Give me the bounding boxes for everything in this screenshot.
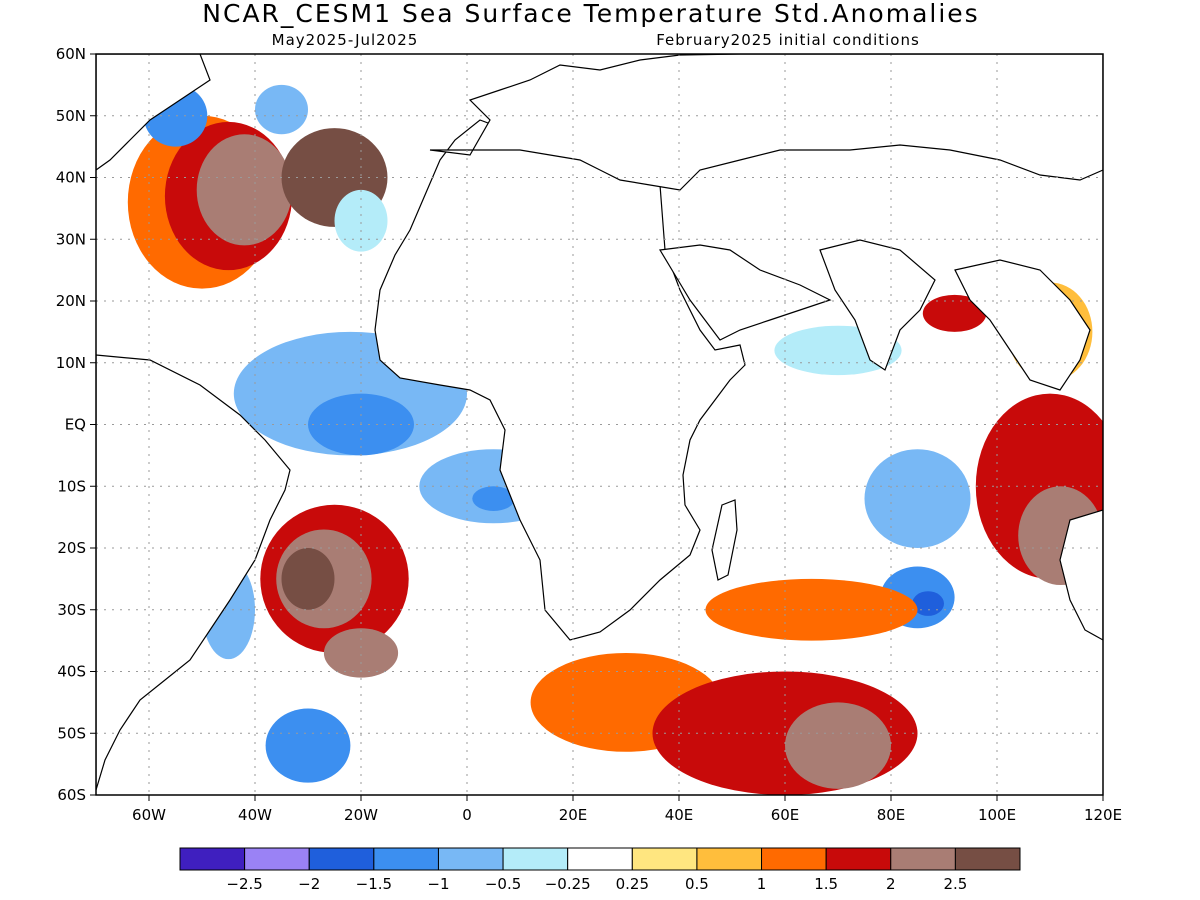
- lon-tick-label: 20W: [344, 806, 378, 824]
- colorbar-label: 1.5: [814, 875, 838, 893]
- southeast-asia-landmass: [954, 259, 1091, 391]
- colorbar-swatch: [696, 847, 763, 871]
- anomaly-patch: [864, 449, 971, 548]
- lat-tick-label: 40S: [57, 663, 86, 681]
- colorbar-label: −0.5: [485, 875, 521, 893]
- anomaly-patch: [705, 578, 918, 641]
- anomaly-patch: [255, 84, 308, 135]
- colorbar-label: −1: [427, 875, 449, 893]
- lon-tick-label: 120E: [1084, 806, 1122, 824]
- initial-conditions: February2025 initial conditions: [656, 31, 920, 49]
- colorbar-swatch: [502, 847, 569, 871]
- lat-tick-label: 20N: [56, 292, 86, 310]
- anomaly-patch: [334, 189, 388, 252]
- lat-tick-label: 10N: [56, 354, 86, 372]
- australia-landmass: [1059, 509, 1103, 641]
- forecast-period: May2025-Jul2025: [272, 31, 419, 49]
- lat-tick-label: 40N: [56, 169, 86, 187]
- colorbar-swatch: [954, 847, 1021, 871]
- map-title: NCAR_CESM1 Sea Surface Temperature Std.A…: [202, 0, 979, 28]
- anomaly-patch: [323, 628, 399, 678]
- africa-landmass: [374, 119, 746, 641]
- colorbar-swatch: [761, 847, 827, 871]
- colorbar-label: 0.25: [616, 875, 649, 893]
- colorbar-swatch: [631, 847, 698, 871]
- lat-tick-label: 60S: [57, 786, 86, 804]
- lon-tick-label: 100E: [978, 806, 1016, 824]
- latitude-labels: 60N 50N 40N 30N 20N 10N EQ 10S 20S 30S 40S 50S 60S: [56, 45, 96, 804]
- lon-tick-label: 20E: [559, 806, 588, 824]
- colorbar-swatch: [244, 847, 310, 871]
- colorbar-label: −0.25: [545, 875, 591, 893]
- lat-tick-label: 20S: [57, 539, 86, 557]
- lat-tick-label: 30S: [57, 601, 86, 619]
- colorbar-swatch: [179, 847, 246, 871]
- colorbar-boxes: [179, 847, 1021, 871]
- map-plot-area: [95, 53, 1104, 796]
- colorbar-label: 1: [757, 875, 767, 893]
- colorbar-swatch: [308, 847, 375, 871]
- anomaly-patch: [196, 134, 293, 246]
- colorbar-labels: −2.5 −2 −1.5 −1 −0.5 −0.25 0.25 0.5 1 1.5 2 2.5: [226, 875, 967, 893]
- lon-tick-label: 40W: [238, 806, 272, 824]
- colorbar-swatch: [825, 847, 892, 871]
- anomaly-patch: [265, 708, 351, 783]
- lat-tick-label: 50N: [56, 107, 86, 125]
- longitude-labels: 60W 40W 20W 0 20E 40E 60E 80E 100E 120E: [132, 795, 1122, 824]
- europe-landmass: [429, 54, 1103, 191]
- colorbar-label: −2: [298, 875, 320, 893]
- colorbar-label: 2: [886, 875, 896, 893]
- anomaly-patch: [922, 294, 987, 332]
- madagascar: [711, 499, 738, 581]
- lon-tick-label: 60W: [132, 806, 166, 824]
- anomaly-field: [127, 84, 1103, 795]
- lat-tick-label: 10S: [57, 477, 86, 495]
- india-landmass: [819, 239, 936, 371]
- arabia-landmass: [659, 244, 832, 341]
- lon-tick-label: 0: [462, 806, 472, 824]
- lat-tick-label: 30N: [56, 230, 86, 248]
- anomaly-patch: [472, 486, 515, 511]
- colorbar-swatch: [373, 847, 439, 871]
- colorbar-swatch: [567, 847, 633, 871]
- colorbar-swatch: [890, 847, 956, 871]
- colorbar-label: −1.5: [356, 875, 392, 893]
- land-masses: [96, 54, 1103, 791]
- colorbar-swatch: [437, 847, 504, 871]
- lon-tick-label: 80E: [877, 806, 906, 824]
- lat-tick-label: 60N: [56, 45, 86, 63]
- anomaly-patch: [281, 548, 335, 610]
- anomaly-patch: [785, 702, 891, 789]
- lat-tick-label: 50S: [57, 724, 86, 742]
- colorbar-label: −2.5: [226, 875, 262, 893]
- south-america-landmass: [96, 354, 291, 791]
- lon-tick-label: 60E: [771, 806, 800, 824]
- map-grid: [96, 54, 1103, 795]
- lon-tick-label: 40E: [665, 806, 694, 824]
- colorbar-label: 0.5: [685, 875, 709, 893]
- colorbar: −2.5 −2 −1.5 −1 −0.5 −0.25 0.25 0.5 1 1.5 2 2.5: [179, 847, 1021, 893]
- north-america-landmass: [96, 54, 211, 171]
- colorbar-label: 2.5: [943, 875, 967, 893]
- lat-tick-label: EQ: [65, 416, 86, 434]
